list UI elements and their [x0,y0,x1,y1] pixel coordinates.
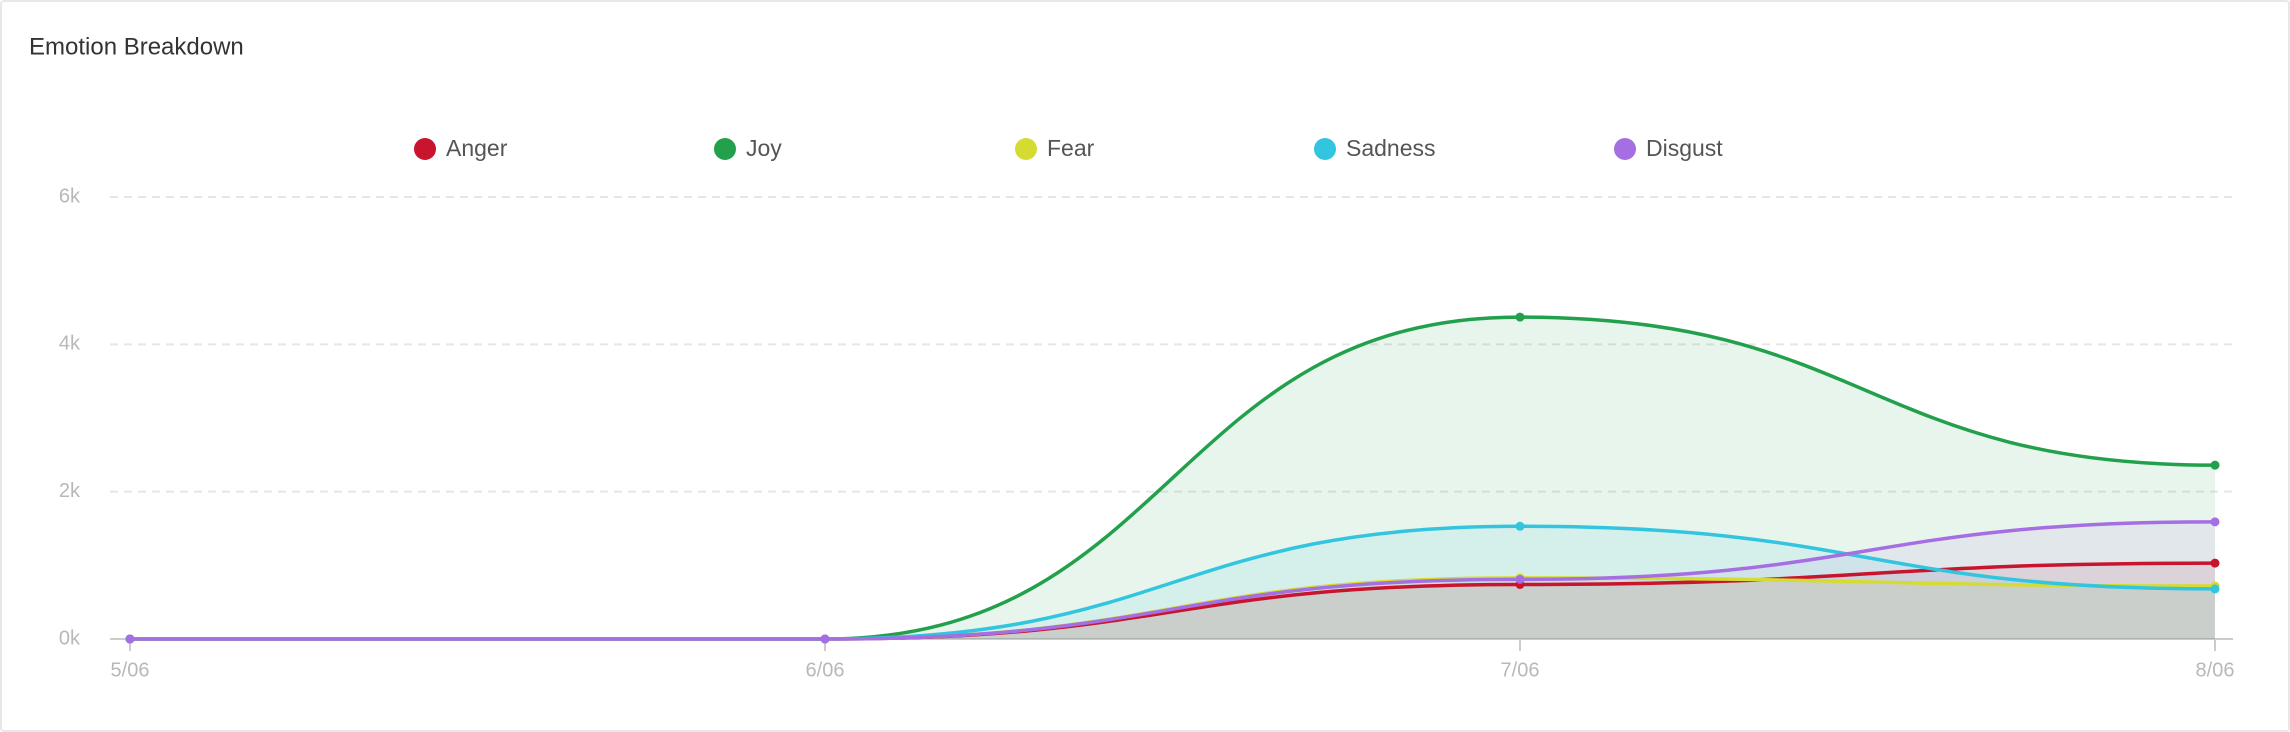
legend-item[interactable]: Anger [414,135,508,161]
y-tick-label: 6k [59,185,81,207]
y-tick-label: 0k [59,627,81,649]
x-tick-label: 8/06 [2196,659,2235,681]
legend-swatch [714,138,736,160]
point [2210,584,2220,594]
point [2210,517,2220,527]
legend-item[interactable]: Fear [1015,135,1095,161]
x-tick-label: 5/06 [111,659,150,681]
line [129,520,2216,641]
legend-swatch [1314,138,1336,160]
legend-label: Fear [1047,135,1095,161]
legend-item[interactable]: Sadness [1314,135,1436,161]
chart-title: Emotion Breakdown [29,33,244,60]
legend-label: Sadness [1346,135,1436,161]
legend-label: Anger [446,135,508,161]
point [1515,574,1525,584]
area [130,521,2215,639]
point [820,634,830,644]
legend-label: Joy [746,135,782,161]
legend-swatch [1614,138,1636,160]
x-tick-label: 6/06 [806,659,845,681]
area [130,563,2215,639]
x-tick-label: 7/06 [1501,659,1540,681]
point [2210,460,2220,470]
point [125,634,135,644]
legend-item[interactable]: Joy [714,135,782,161]
legend-label: Disgust [1646,135,1723,161]
legend-swatch [414,138,436,160]
legend-swatch [1015,138,1037,160]
point [1515,521,1525,531]
point [2210,558,2220,568]
y-tick-label: 4k [59,333,81,355]
point [1515,312,1525,322]
legend-item[interactable]: Disgust [1614,135,1723,161]
y-tick-label: 2k [59,480,81,502]
